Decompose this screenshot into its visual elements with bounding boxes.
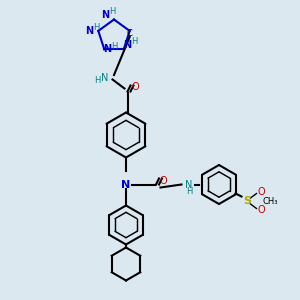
Text: N: N — [101, 10, 109, 20]
Text: N: N — [103, 44, 111, 54]
Text: N: N — [85, 26, 93, 36]
Text: H: H — [112, 42, 118, 51]
Text: N: N — [123, 40, 131, 50]
Text: H: H — [186, 188, 192, 196]
Text: H: H — [109, 8, 116, 16]
Text: N: N — [122, 179, 130, 190]
Text: H: H — [94, 76, 101, 85]
Text: N: N — [101, 73, 109, 83]
Text: S: S — [244, 196, 251, 206]
Text: H: H — [131, 37, 137, 46]
Text: O: O — [257, 187, 265, 197]
Text: O: O — [257, 205, 265, 215]
Text: O: O — [160, 176, 167, 187]
Text: C: C — [127, 29, 133, 38]
Text: O: O — [131, 82, 139, 92]
Text: N: N — [185, 179, 193, 190]
Text: CH₃: CH₃ — [262, 196, 278, 206]
Text: H: H — [94, 23, 100, 32]
